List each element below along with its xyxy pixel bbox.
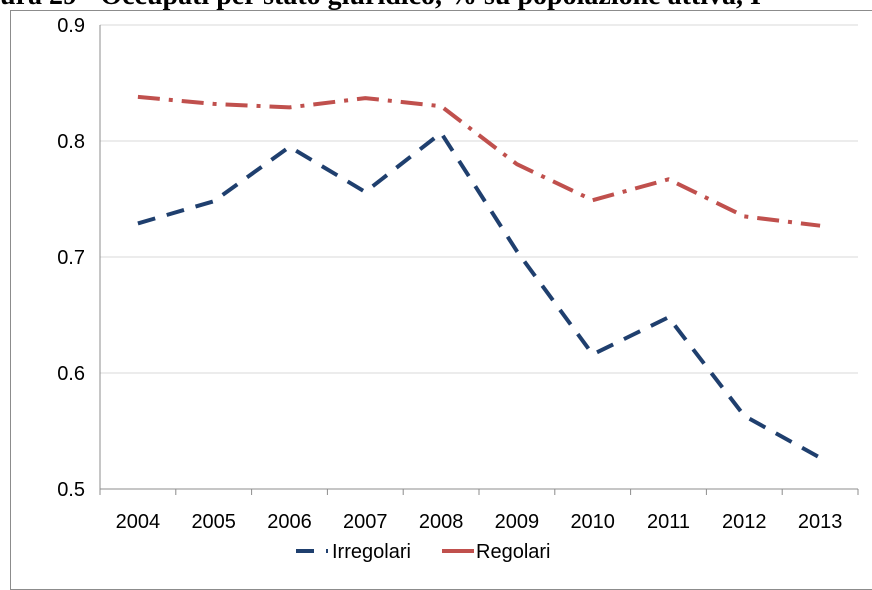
line-chart: 0.5 0.6 0.7 0.8 0.9 2004 2005 2006 2007 2008 2009 2… (57, 15, 859, 563)
series-lines (137, 94, 822, 460)
axes: 0.5 0.6 0.7 0.8 0.9 2004 2005 2006 2007 2008 2009 2… (57, 15, 859, 533)
x-tick-label-2013: 2013 (798, 511, 843, 533)
y-tick-label: 0.7 (57, 247, 85, 269)
legend-label-irregolari: Irregolari (332, 541, 411, 563)
x-tick-label-2007: 2007 (343, 511, 388, 533)
x-tick-label-2005: 2005 (191, 511, 236, 533)
y-tick-label: 0.8 (57, 131, 85, 153)
y-tick-label: 0.6 (57, 363, 85, 385)
chart-title: ura 29 - Occupati per stato giuridico, %… (0, 0, 872, 12)
legend-label-regolari: Regolari (476, 541, 550, 563)
series-line-regolari (137, 94, 821, 228)
x-tick-label-2012: 2012 (722, 511, 767, 533)
y-tick-label: 0.9 (57, 15, 85, 37)
x-tick-label-2011: 2011 (647, 511, 690, 533)
x-tick-label-2006: 2006 (267, 511, 312, 533)
series-line-irregolari (137, 130, 822, 460)
legend: Irregolari Regolari (296, 541, 550, 563)
x-tick-label-2009: 2009 (495, 511, 540, 533)
x-tick-label-2010: 2010 (570, 511, 615, 533)
gridlines (100, 24, 858, 490)
x-tick-label-2008: 2008 (419, 511, 464, 533)
y-tick-label: 0.5 (57, 479, 85, 501)
x-tick-label-2004: 2004 (116, 511, 161, 533)
